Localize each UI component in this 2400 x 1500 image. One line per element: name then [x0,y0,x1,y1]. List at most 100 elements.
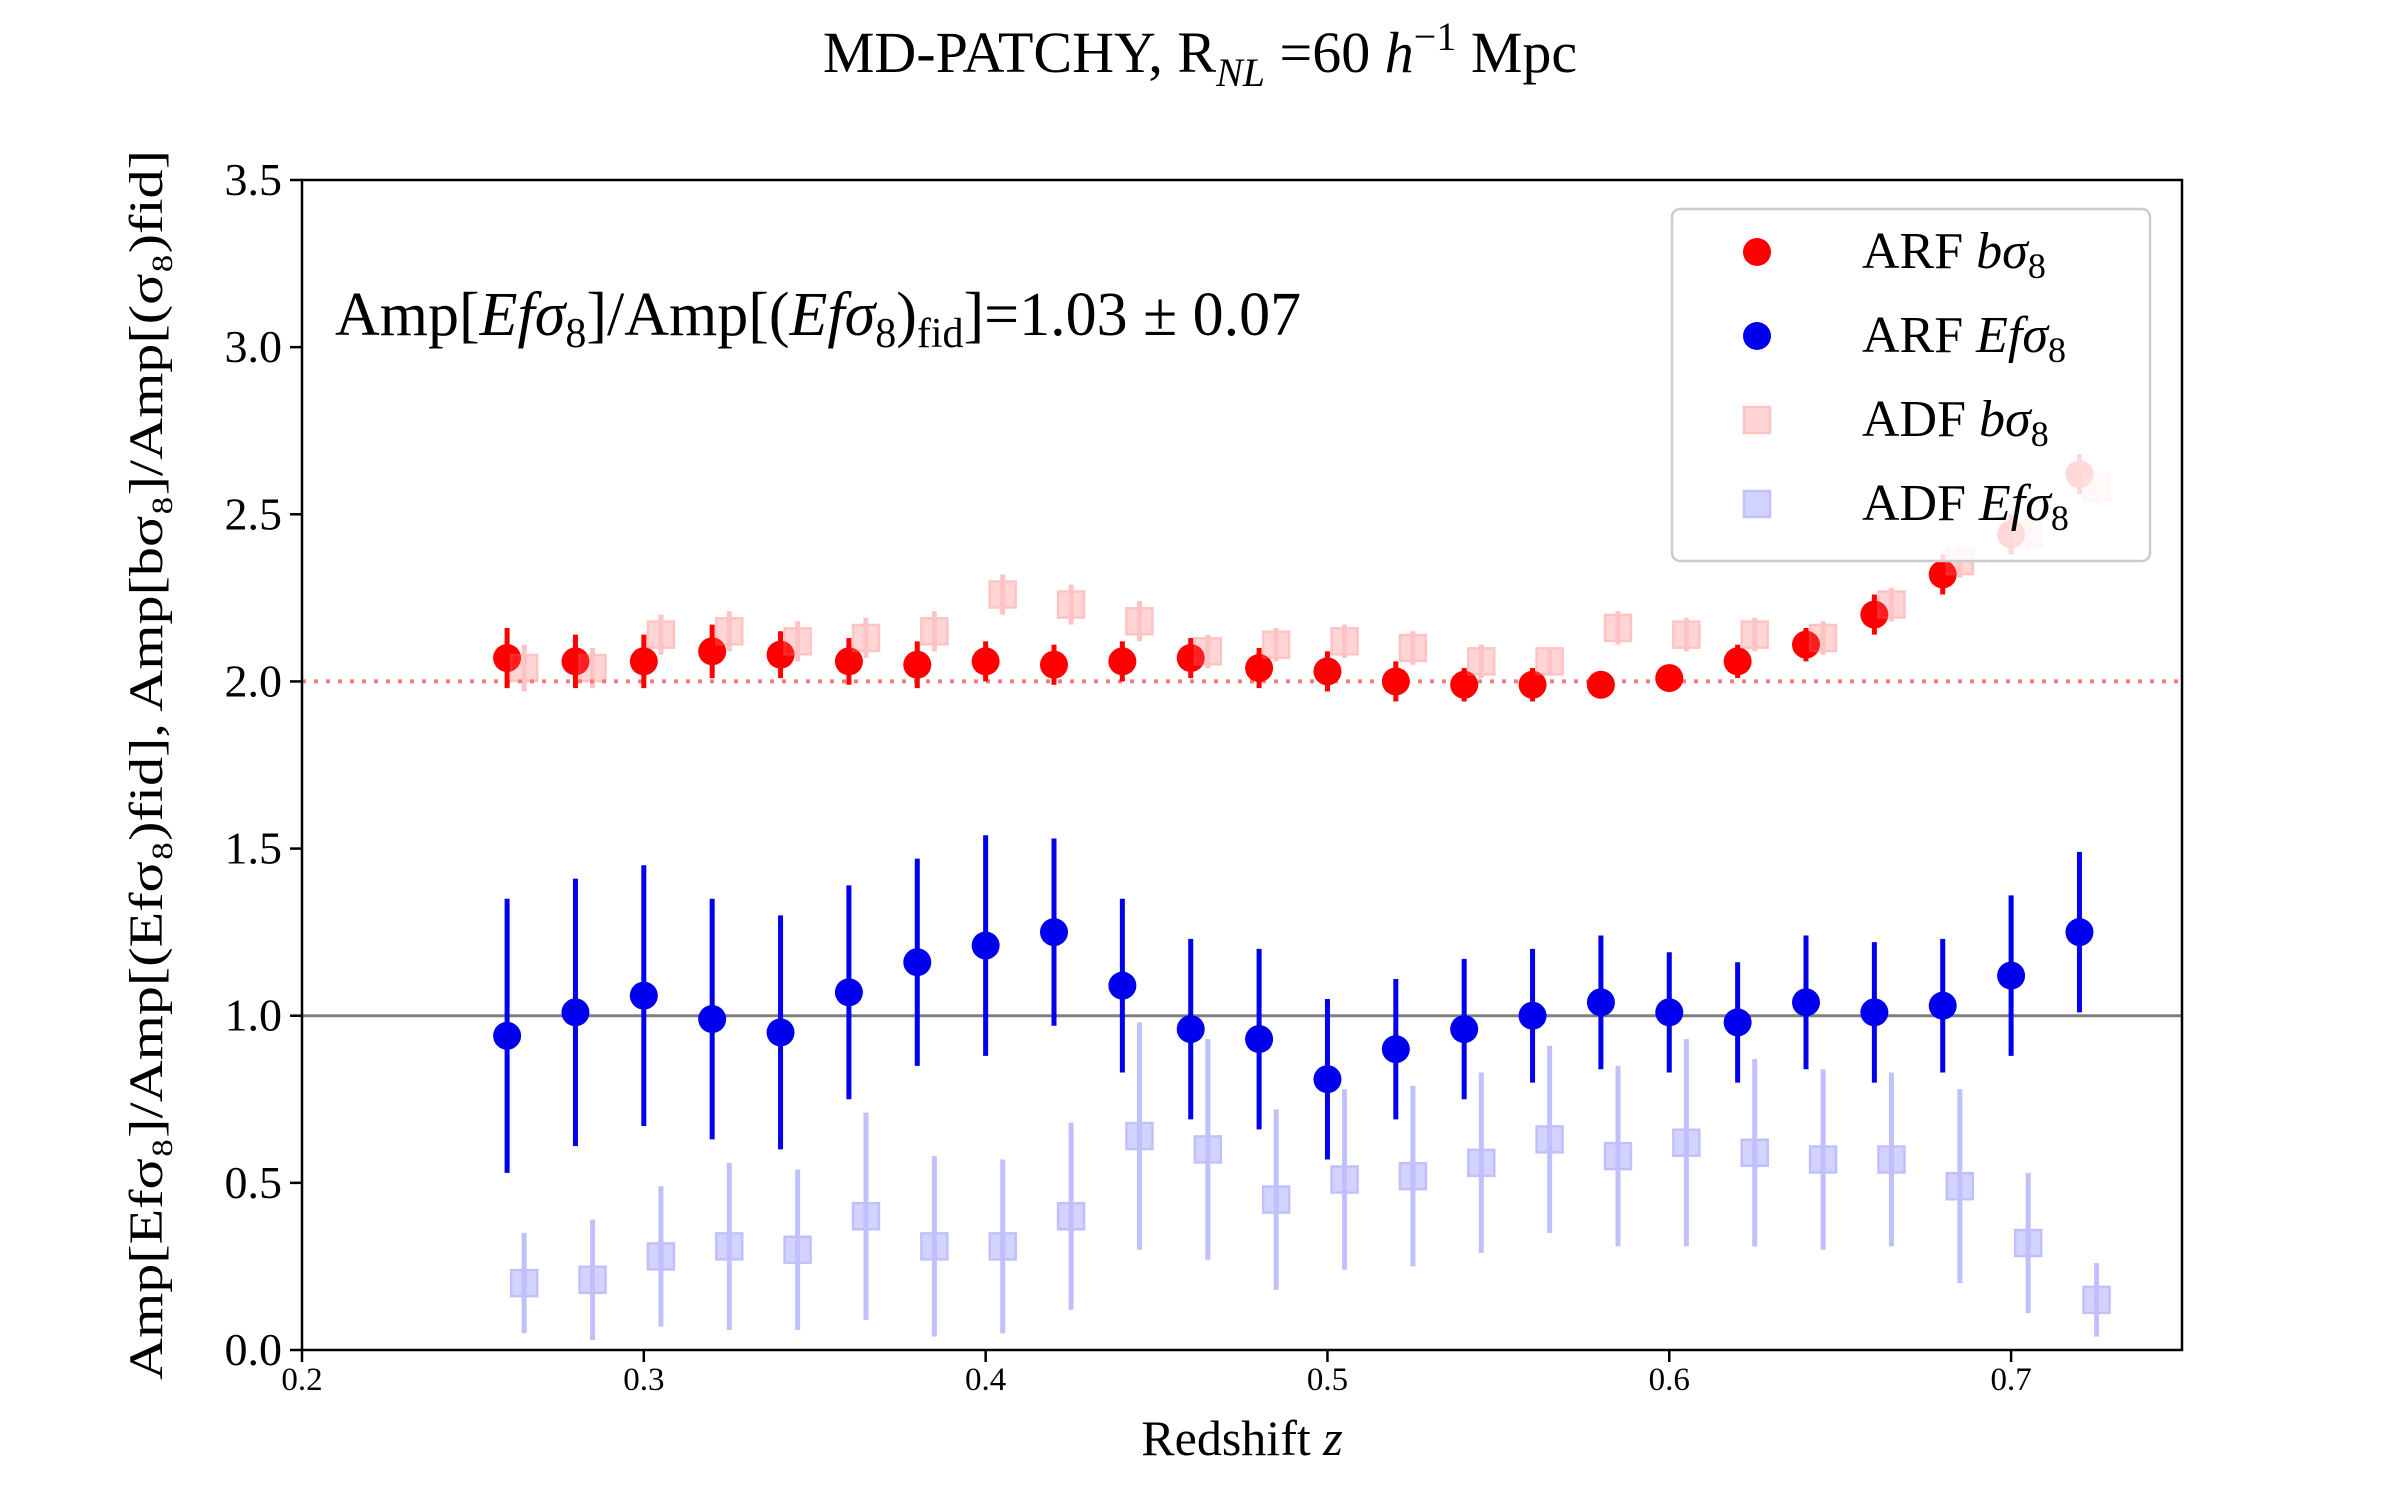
data-point [715,617,744,646]
data-point [1193,1135,1223,1164]
axis-ticks: 0.2 0.3 0.4 0.5 0.6 0.7 0.0 0.5 1.0 1.5 2.0 2.5 3.0 3… [225,154,2032,1398]
legend-label: ARF bσ8 [1862,223,2046,286]
data-point [2013,1228,2043,1258]
legend-label-plain: ADF [1862,475,1979,532]
data-point [561,647,590,676]
data-point [1928,560,1957,589]
annotation-part-2: ]/Amp[( [586,281,789,349]
data-point [1330,1165,1359,1194]
data-point [1467,647,1496,676]
data-point [1125,1121,1154,1151]
legend-label-sub: 8 [2031,414,2049,454]
data-point [1860,600,1889,629]
data-point [1467,1148,1496,1178]
legend-label-italic: bσ [1976,223,2030,280]
data-point [1672,1128,1701,1157]
data-point [2082,1285,2111,1315]
data-point [1586,670,1615,699]
data-point [1945,1171,1975,1201]
annotation-italic-2: Efσ [789,281,878,349]
series-3 [509,1022,2111,1340]
legend-label-sub: 8 [2048,330,2066,370]
data-point [1381,667,1410,696]
legend-label-italic: Efσ [1975,307,2050,364]
data-point [1193,637,1223,666]
data-point [1056,590,1086,619]
annotation-sub-2: 8 [875,311,896,357]
data-point [1997,961,2026,990]
data-point [1603,1141,1633,1171]
x-tick-label: 0.4 [965,1362,1006,1398]
chart-title: MD-PATCHY, RNL =60 h−1 Mpc [823,14,1577,95]
y-tick-label: 3.0 [225,321,283,372]
data-point [1381,1035,1410,1064]
data-point [561,998,590,1027]
data-point [1603,613,1633,643]
data-point [1808,1145,1838,1174]
data-point [629,981,658,1010]
legend-label: ADF Efσ8 [1862,475,2069,538]
annotation-part-4: ]=1.03 ± 0.07 [964,281,1302,349]
annotation-part-1: Amp[ [335,281,480,349]
data-point [1245,654,1274,683]
legend-label: ADF bσ8 [1862,391,2049,454]
data-point [646,620,676,649]
data-point [1792,630,1820,659]
data-point [1586,988,1615,1017]
series-2 [509,470,2111,692]
legend-label-plain: ARF [1862,307,1976,364]
data-point [1808,623,1838,653]
legend-label-italic: bσ [1979,391,2033,448]
data-point [1176,1015,1205,1044]
data-point [698,637,727,666]
data-point [903,948,932,977]
data-point [2065,918,2094,947]
data-point [1860,998,1889,1027]
data-point [988,580,1017,609]
data-point [1518,670,1547,699]
legend-label-sub: 8 [2051,498,2069,538]
annotation-italic-1: Efσ [479,281,568,349]
data-point [1740,620,1769,649]
data-point [1450,1015,1479,1044]
y-tick-label: 0.5 [225,1157,283,1208]
title-middle: =60 [1265,20,1385,85]
title-prefix: MD-PATCHY, R [823,20,1217,85]
x-tick-label: 0.5 [1307,1362,1348,1398]
title-h: h [1385,20,1414,85]
data-point [1535,647,1564,676]
data-point [578,653,607,683]
data-point [1740,1138,1769,1168]
legend-label-plain: ARF [1862,223,1976,280]
data-point [1792,988,1820,1017]
legend-marker [1742,489,1772,519]
legend-marker [1743,322,1771,350]
x-tick-label: 0.7 [1990,1362,2031,1398]
data-point [509,1268,539,1298]
data-point [851,623,881,653]
y-tick-label: 0.0 [225,1324,283,1375]
annotation-part-3: ) [896,281,917,349]
x-tick-label: 0.6 [1649,1362,1690,1398]
data-point [783,627,812,656]
x-axis-label-text: Redshift [1141,1410,1323,1466]
data-point [1108,971,1137,1000]
amplitude-annotation: Amp[Efσ8]/Amp[(Efσ8)fid]=1.03 ± 0.07 [335,281,1301,357]
data-point [1450,670,1479,699]
data-point [509,653,539,683]
data-point [578,1265,607,1295]
data-point [1108,647,1137,676]
data-point [971,931,1000,960]
data-series [493,454,2111,1340]
data-point [766,640,795,669]
y-tick-label: 3.5 [225,154,283,205]
data-point [766,1018,795,1047]
data-point [715,1232,744,1261]
data-point [1928,991,1957,1020]
data-point [1261,1185,1291,1214]
x-tick-label: 0.3 [623,1362,664,1398]
data-point [1655,664,1684,693]
data-point [1398,633,1428,663]
